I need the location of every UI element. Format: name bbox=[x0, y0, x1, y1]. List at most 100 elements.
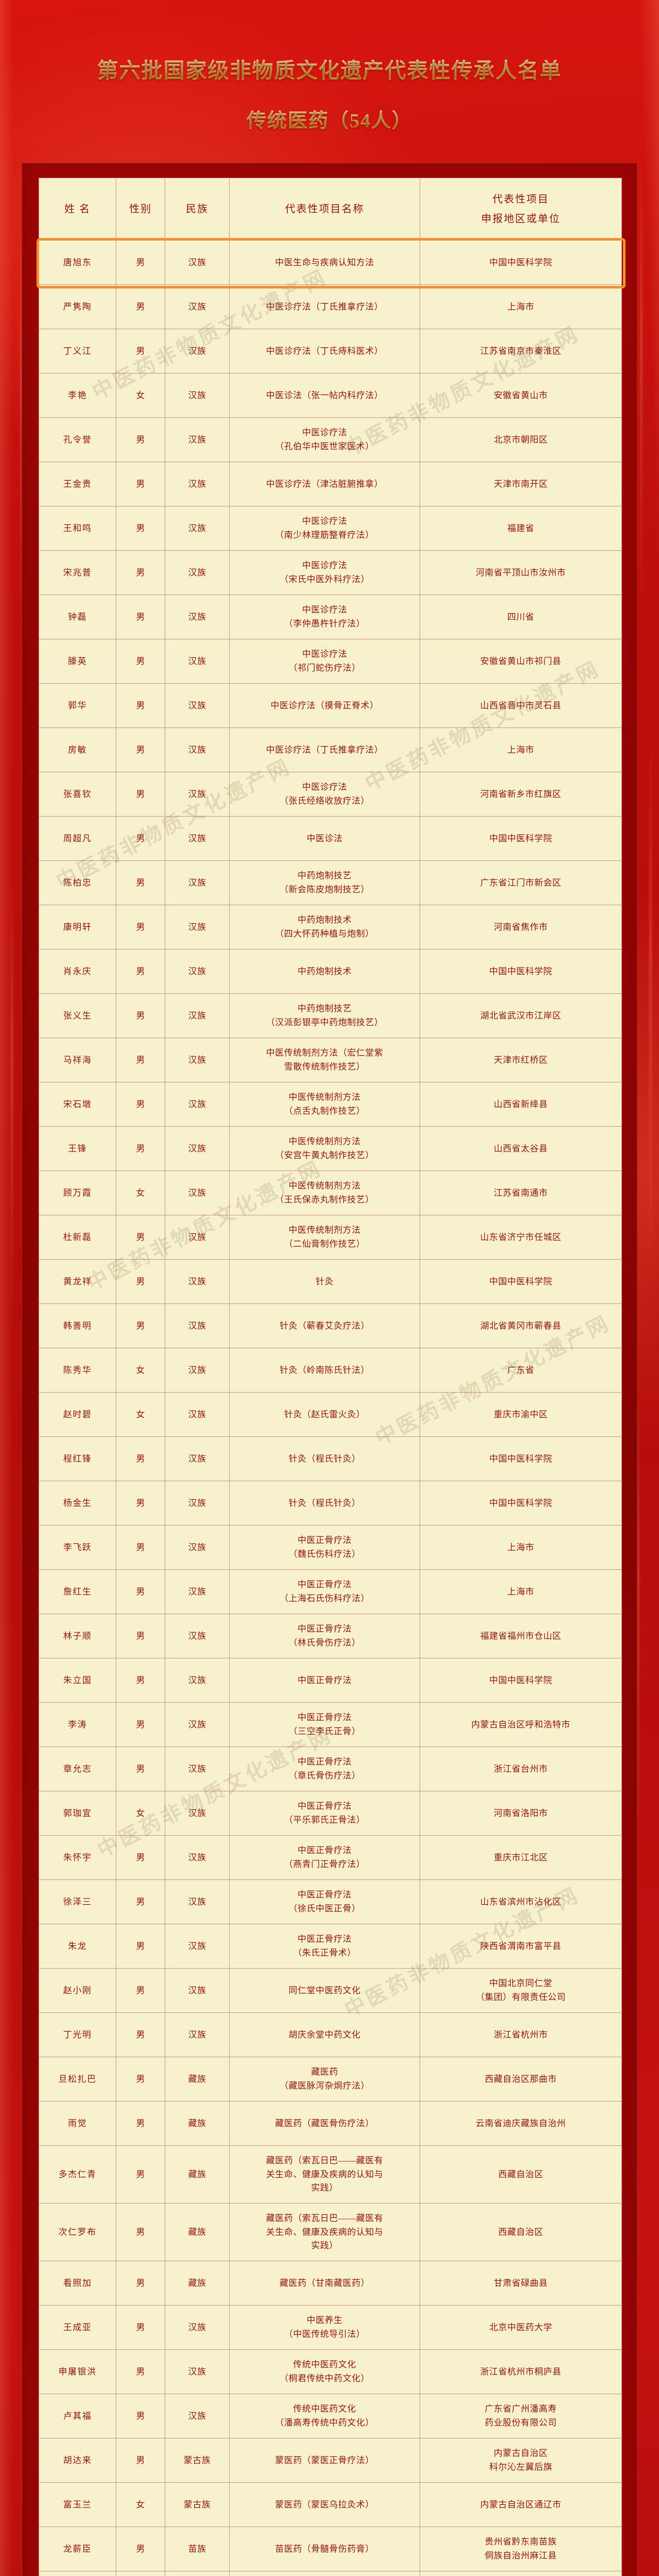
cell-ethnicity-line: 汉族 bbox=[188, 1631, 206, 1641]
cell-unit: 河南省洛阳市 bbox=[420, 1791, 622, 1836]
cell-ethnicity-line: 汉族 bbox=[188, 1586, 206, 1597]
cell-name: 张义生 bbox=[39, 993, 116, 1039]
cell-name-line: 严隽陶 bbox=[63, 301, 92, 312]
cell-name: 马祥海 bbox=[39, 1038, 116, 1083]
cell-project-line: （四大怀药种植与炮制） bbox=[275, 928, 374, 939]
cell-gender: 女 bbox=[116, 2482, 165, 2528]
cell-name-line: 宋兆普 bbox=[63, 567, 92, 578]
cell-project: 同仁堂中医药文化 bbox=[229, 1968, 420, 2013]
cell-name-line: 张喜钦 bbox=[63, 789, 92, 799]
cell-gender: 男 bbox=[116, 1215, 165, 1260]
cell-ethnicity-line: 藏族 bbox=[188, 2227, 206, 2237]
cell-gender: 男 bbox=[116, 2527, 165, 2572]
cell-name-line: 宋石墩 bbox=[63, 1099, 92, 1109]
cell-project-line: 中医生命与疾病认知方法 bbox=[275, 257, 374, 267]
table-row: 李艳 女 汉族 中医诊法（张一帖内科疗法） 安徽省黄山市 bbox=[39, 373, 622, 418]
cell-project-line: 中医诊疗法 bbox=[302, 782, 348, 792]
cell-ethnicity: 汉族 bbox=[165, 1481, 230, 1526]
cell-unit: 上海市 bbox=[420, 284, 622, 330]
cell-unit-line: 上海市 bbox=[507, 1542, 534, 1552]
table-row: 李飞跃 男 汉族 中医正骨疗法 （魏氏伤科疗法） 上海市 bbox=[39, 1525, 622, 1570]
cell-name: 王锋 bbox=[39, 1126, 116, 1172]
cell-unit: 河南省焦作市 bbox=[420, 905, 622, 950]
cell-unit: 内蒙古自治区通辽市 bbox=[420, 2482, 622, 2528]
cell-name: 雨觉 bbox=[39, 2101, 116, 2146]
cell-gender-line: 男 bbox=[136, 1985, 145, 1995]
table-row: 徐泽三 男 汉族 中医正骨疗法 （徐氏中医正骨） 山东省滨州市沾化区 bbox=[39, 1879, 622, 1925]
cell-ethnicity-line: 汉族 bbox=[188, 1453, 206, 1464]
cell-ethnicity: 汉族 bbox=[165, 1171, 230, 1216]
cell-name: 赵小刚 bbox=[39, 1968, 116, 2013]
cell-name-line: 杜新磊 bbox=[63, 1232, 92, 1242]
cell-project-line: 中医正骨疗法 bbox=[298, 1624, 352, 1634]
cell-unit-line: 河南省新乡市红旗区 bbox=[480, 789, 562, 799]
cell-project-line: 中医传统制剂方法 bbox=[288, 1181, 361, 1191]
cell-ethnicity-line: 汉族 bbox=[188, 700, 206, 710]
cell-project-line: 中药炮制技术 bbox=[298, 966, 352, 976]
cell-name: 林子顺 bbox=[39, 1614, 116, 1659]
cell-gender-line: 男 bbox=[136, 1542, 145, 1552]
cell-gender-line: 男 bbox=[136, 2074, 145, 2084]
cell-project: 中医正骨疗法 （三空李氏正骨） bbox=[229, 1702, 420, 1748]
cell-unit-line: 云南省迪庆藏族自治州 bbox=[476, 2118, 566, 2128]
cell-gender: 男 bbox=[116, 1481, 165, 1526]
table-body: 唐旭东男汉族 中医生命与疾病认知方法 中国中医科学院 严隽陶男汉族 中医诊疗法（丁氏推拿… bbox=[39, 240, 622, 2576]
cell-ethnicity-line: 汉族 bbox=[188, 1764, 206, 1774]
cell-ethnicity-line: 汉族 bbox=[188, 479, 206, 489]
cell-unit: 中国中医科学院 bbox=[420, 1259, 622, 1304]
cell-project: 中医诊疗法 （张氏经络收放疗法） bbox=[229, 772, 420, 817]
cell-ethnicity: 汉族 bbox=[165, 1215, 230, 1260]
cell-project-line: 中药炮制技艺 bbox=[298, 871, 352, 881]
cell-project-line: 针灸（程氏针灸） bbox=[288, 1453, 361, 1464]
table-row: 陈柏忠 男 汉族 中药炮制技艺 （新会陈皮炮制技艺） 广东省江门市新会区 bbox=[39, 860, 622, 906]
table-row: 雨觉 男 藏族 藏医药（藏医骨伤疗法） 云南省迪庆藏族自治州 bbox=[39, 2101, 622, 2146]
table-row: 宋石墩 男 汉族 中医传统制剂方法 （点舌丸制作技艺） 山西省新绛县 bbox=[39, 1082, 622, 1127]
cell-name: 黄龙祥 bbox=[39, 1259, 116, 1304]
cell-unit: 山西省新绛县 bbox=[420, 1082, 622, 1127]
table-row: 杜新磊 男 汉族 中医传统制剂方法 （二仙膏制作技艺） 山东省济宁市任城区 bbox=[39, 1215, 622, 1260]
cell-name-line: 房敏 bbox=[68, 744, 87, 755]
cell-project-line: 蒙医药（蒙医乌拉灸术） bbox=[275, 2499, 374, 2510]
cell-unit: 北京中医药大学 bbox=[420, 2305, 622, 2350]
cell-ethnicity: 汉族 bbox=[165, 1835, 230, 1880]
cell-ethnicity-line: 苗族 bbox=[188, 2544, 206, 2554]
cell-ethnicity: 汉族 bbox=[165, 1702, 230, 1748]
cell-gender-line: 男 bbox=[136, 1941, 145, 1951]
cell-ethnicity-line: 汉族 bbox=[188, 1143, 206, 1154]
cell-project-line: 关生命、健康及疾病的认知与 bbox=[266, 2169, 384, 2179]
cell-gender-line: 男 bbox=[136, 966, 145, 976]
cell-project: 藏医药（索瓦日巴——藏医有 关生命、健康及疾病的认知与 实践） bbox=[229, 2145, 420, 2204]
cell-name-line: 钟磊 bbox=[68, 612, 87, 622]
cell-unit: 山西省晋中市灵石县 bbox=[420, 683, 622, 728]
cell-unit-line: 内蒙古自治区通辽市 bbox=[480, 2499, 562, 2510]
cell-project-line: 中医诊法（张一帖内科疗法） bbox=[266, 390, 384, 400]
cell-ethnicity: 汉族 bbox=[165, 1924, 230, 1969]
cell-project-line: 中医正骨疗法 bbox=[298, 1801, 352, 1811]
cell-name: 王成亚 bbox=[39, 2305, 116, 2350]
cell-gender-line: 男 bbox=[136, 1675, 145, 1685]
cell-gender: 男 bbox=[116, 1968, 165, 2013]
cell-gender-line: 男 bbox=[136, 2029, 145, 2040]
cell-project-line: （林氏骨伤疗法） bbox=[288, 1637, 361, 1648]
cell-project-line: 中医诊疗法（丁氏推拿疗法） bbox=[266, 301, 384, 312]
cell-unit-line: 中国中医科学院 bbox=[489, 257, 552, 267]
cell-ethnicity-line: 汉族 bbox=[188, 1941, 206, 1951]
cell-gender: 男 bbox=[116, 2012, 165, 2058]
cell-gender: 男 bbox=[116, 949, 165, 994]
table-row: 申屠银洪 男 汉族 传统中医药文化 （桐君传统中药文化） 浙江省杭州市桐庐县 bbox=[39, 2349, 622, 2395]
cell-project: 中药炮制技艺 （汉派彭银亭中药炮制技艺） bbox=[229, 993, 420, 1039]
cell-ethnicity-line: 汉族 bbox=[188, 877, 206, 888]
table-row: 赵小刚 男 汉族 同仁堂中医药文化 中国北京同仁堂 （集团）有限责任公司 bbox=[39, 1968, 622, 2013]
cell-ethnicity: 汉族 bbox=[165, 595, 230, 640]
cell-gender: 男 bbox=[116, 993, 165, 1039]
cell-name-line: 申屠银洪 bbox=[58, 2366, 97, 2377]
cell-name-line: 王锋 bbox=[68, 1143, 87, 1154]
cell-name-line: 陈柏忠 bbox=[63, 877, 92, 888]
cell-name: 韩善明 bbox=[39, 1303, 116, 1349]
cell-unit-line: 山西省晋中市灵石县 bbox=[480, 700, 562, 710]
cell-unit: 福建省 bbox=[420, 506, 622, 551]
cell-project: 中医诊法 bbox=[229, 816, 420, 861]
cell-gender: 男 bbox=[116, 462, 165, 507]
cell-ethnicity: 汉族 bbox=[165, 639, 230, 684]
cell-ethnicity: 藏族 bbox=[165, 2145, 230, 2204]
